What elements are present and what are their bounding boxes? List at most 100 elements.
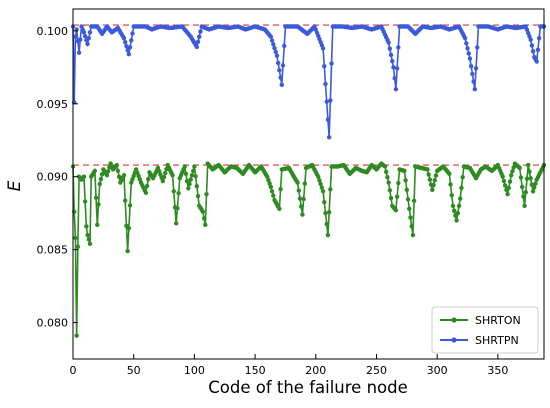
data-point — [272, 45, 277, 51]
x-tick-label: 250 — [366, 364, 387, 377]
legend-label-shrtpn: SHRTPN — [475, 334, 519, 347]
data-point — [197, 34, 202, 39]
data-point — [530, 189, 536, 194]
data-point — [532, 185, 537, 190]
data-point — [114, 162, 119, 168]
data-point — [297, 196, 303, 201]
legend: SHRTON SHRTPN — [431, 306, 539, 354]
data-point — [123, 198, 128, 203]
y-axis-label: E — [5, 180, 25, 191]
data-point — [171, 189, 176, 194]
data-point — [74, 333, 79, 338]
data-point — [427, 177, 433, 182]
data-point — [518, 175, 524, 180]
data-point — [194, 44, 200, 50]
data-point — [393, 87, 399, 92]
data-point — [282, 43, 287, 49]
data-point — [76, 50, 82, 55]
data-point — [466, 51, 471, 56]
y-tick-label: 0.085 — [37, 244, 69, 257]
data-point — [175, 206, 180, 211]
x-tick-label: 300 — [427, 364, 448, 377]
data-point — [323, 210, 328, 216]
data-point — [280, 63, 286, 68]
data-point — [475, 45, 480, 50]
data-point — [184, 178, 190, 184]
data-point — [318, 181, 323, 187]
data-point — [521, 194, 526, 199]
data-point — [528, 37, 533, 42]
data-point — [385, 174, 390, 180]
data-point — [146, 176, 151, 182]
y-tick-label: 0.095 — [37, 98, 69, 111]
data-point — [410, 232, 416, 238]
data-point — [86, 35, 91, 41]
data-point — [86, 237, 91, 242]
data-point — [320, 46, 326, 51]
data-point — [393, 208, 399, 213]
data-point — [204, 192, 209, 197]
data-point — [433, 173, 439, 178]
data-point — [126, 52, 132, 57]
data-point — [81, 174, 87, 179]
x-tick-label: 150 — [245, 364, 266, 377]
data-point — [203, 222, 208, 228]
data-point — [455, 210, 461, 216]
data-point — [458, 196, 463, 201]
data-point — [97, 181, 102, 187]
data-point — [534, 59, 539, 64]
data-point — [473, 66, 479, 71]
data-point — [470, 71, 475, 77]
data-point — [126, 226, 132, 231]
data-point — [129, 38, 134, 43]
data-point — [271, 193, 276, 198]
data-point — [387, 46, 393, 51]
data-point — [201, 216, 207, 221]
data-point — [275, 60, 281, 66]
legend-marker-shrton — [451, 317, 457, 323]
data-point — [517, 165, 522, 171]
data-point — [143, 190, 149, 195]
data-point — [186, 186, 191, 191]
data-point — [402, 168, 407, 174]
data-point — [267, 181, 272, 186]
data-point — [505, 192, 510, 197]
series-layer — [70, 24, 547, 338]
data-point — [278, 186, 283, 192]
data-point — [510, 169, 515, 174]
data-point — [125, 48, 130, 53]
data-point — [271, 42, 276, 47]
data-point — [523, 190, 528, 195]
data-point — [268, 34, 274, 39]
data-point — [192, 164, 197, 169]
data-point — [509, 173, 514, 178]
data-point — [193, 174, 198, 179]
data-point — [533, 181, 538, 186]
data-point — [161, 174, 167, 180]
data-point — [526, 162, 531, 168]
data-point — [322, 200, 327, 205]
data-point — [382, 164, 388, 169]
data-point — [386, 40, 391, 45]
data-point — [73, 34, 78, 39]
data-point — [81, 30, 87, 35]
data-point — [160, 178, 166, 184]
data-point — [536, 35, 542, 41]
data-point — [449, 192, 454, 198]
data-point — [190, 168, 196, 174]
data-point — [502, 183, 508, 188]
data-point — [430, 187, 435, 193]
series-points-shrton — [70, 161, 547, 338]
data-point — [121, 173, 127, 178]
data-point — [317, 178, 322, 183]
data-point — [96, 202, 101, 207]
data-point — [92, 168, 98, 174]
data-point — [329, 61, 334, 66]
data-point — [277, 68, 282, 73]
data-point — [529, 43, 535, 48]
x-tick-label: 350 — [487, 364, 508, 377]
data-point — [82, 199, 88, 204]
data-point — [390, 58, 395, 64]
data-point — [325, 117, 331, 122]
